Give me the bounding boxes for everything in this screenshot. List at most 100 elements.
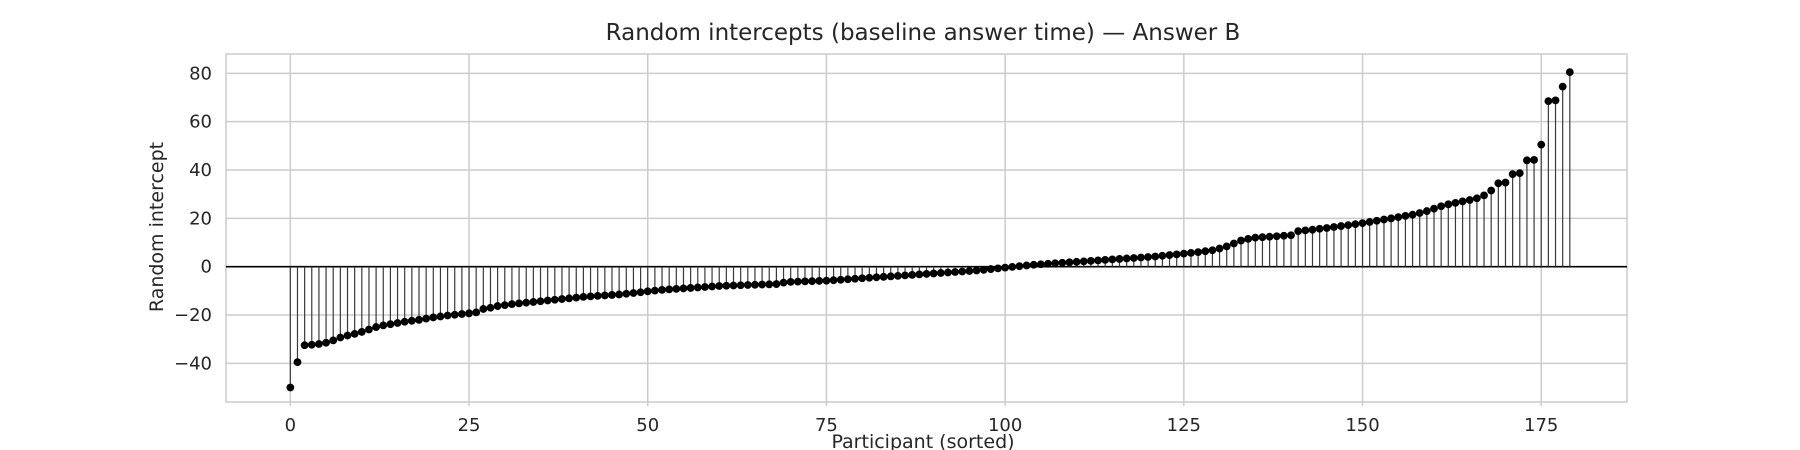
data-point: [1308, 225, 1317, 234]
data-point: [650, 286, 659, 295]
data-point: [765, 280, 774, 289]
data-point: [1079, 257, 1088, 266]
data-point: [1458, 197, 1467, 206]
data-point: [994, 264, 1002, 273]
data-point: [1222, 242, 1231, 251]
data-point: [600, 291, 609, 300]
data-point: [886, 272, 895, 281]
data-point: [822, 276, 831, 285]
data-point: [1322, 224, 1331, 232]
data-point: [508, 300, 516, 309]
data-point: [929, 269, 938, 278]
data-point: [300, 341, 309, 350]
y-tick-label: −40: [174, 353, 212, 374]
stems-layer: [289, 72, 1571, 388]
data-point: [829, 276, 838, 285]
data-point: [922, 270, 931, 278]
data-point: [615, 290, 624, 299]
data-point: [1380, 215, 1388, 224]
data-point: [536, 297, 545, 306]
data-point: [722, 281, 731, 290]
data-point: [472, 308, 481, 317]
data-point: [1537, 140, 1546, 149]
markers-layer: [286, 68, 1574, 392]
data-point: [629, 289, 638, 297]
x-tick-label: 150: [1345, 415, 1379, 436]
x-ticks: 0 25 50 75 100 125 150 175: [285, 402, 1558, 436]
data-point: [550, 295, 559, 304]
data-point: [1523, 156, 1531, 165]
data-point: [400, 317, 409, 326]
data-point: [1501, 178, 1510, 187]
data-point: [944, 268, 952, 277]
data-point: [1158, 251, 1167, 260]
data-point: [1129, 254, 1138, 262]
data-point: [865, 273, 874, 282]
x-axis-label: Participant (sorted): [831, 431, 1014, 450]
data-point: [1301, 226, 1310, 235]
grid-layer: [226, 54, 1627, 402]
data-point: [1022, 261, 1031, 270]
data-point: [643, 287, 652, 296]
data-point: [701, 283, 709, 291]
y-ticks: −40 −20 0 20 40 60 80: [174, 63, 212, 374]
data-point: [522, 298, 531, 307]
data-point: [1229, 239, 1238, 248]
data-point: [972, 266, 981, 275]
data-point: [1144, 253, 1152, 261]
data-point: [1444, 200, 1453, 209]
data-point: [843, 275, 852, 284]
x-tick-label: 125: [1167, 415, 1201, 436]
data-point: [286, 383, 295, 392]
data-point: [1530, 155, 1538, 164]
data-point: [450, 310, 459, 319]
data-point: [1408, 210, 1417, 219]
data-point: [1151, 252, 1160, 261]
data-point: [1008, 263, 1017, 271]
y-axis-label: Random intercept: [146, 142, 168, 312]
data-point: [365, 325, 373, 334]
data-point: [1201, 247, 1210, 256]
data-point: [1401, 212, 1410, 220]
data-point: [965, 267, 974, 275]
data-point: [743, 281, 752, 289]
data-point: [1172, 250, 1181, 259]
data-point: [422, 314, 431, 323]
data-point: [336, 333, 345, 342]
data-point: [1480, 191, 1488, 200]
data-point: [772, 280, 781, 288]
data-point: [658, 285, 666, 294]
data-point: [1265, 232, 1274, 241]
data-point: [793, 277, 802, 286]
data-point: [329, 336, 338, 345]
data-point: [315, 340, 323, 348]
y-tick-label: 40: [189, 160, 212, 181]
data-point: [393, 319, 402, 327]
data-point: [1315, 224, 1324, 233]
data-point: [1430, 204, 1438, 213]
data-point: [1165, 251, 1174, 259]
data-point: [1179, 249, 1188, 258]
data-point: [1494, 179, 1503, 188]
data-point: [915, 270, 924, 279]
data-point: [343, 331, 352, 340]
data-point: [1036, 260, 1045, 269]
data-point: [1187, 248, 1195, 257]
x-tick-label: 75: [815, 415, 838, 436]
data-point: [1015, 262, 1024, 271]
data-point: [636, 288, 645, 297]
data-point: [465, 309, 473, 318]
data-point: [1294, 227, 1303, 236]
data-point: [586, 292, 595, 301]
data-point: [1558, 82, 1567, 91]
data-point: [679, 284, 688, 293]
data-point: [407, 316, 416, 325]
data-point: [1072, 257, 1081, 266]
data-point: [1108, 255, 1117, 264]
data-point: [851, 274, 859, 283]
x-tick-label: 50: [636, 415, 659, 436]
data-point: [572, 293, 581, 302]
data-point: [457, 310, 466, 318]
